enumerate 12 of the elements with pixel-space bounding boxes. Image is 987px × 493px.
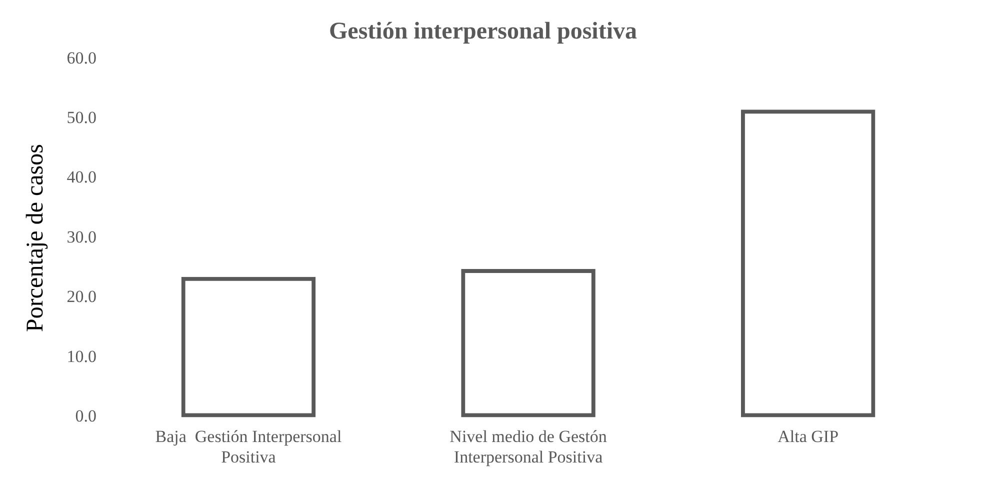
y-tick-label: 40.0 xyxy=(66,168,97,187)
x-tick-label: Nivel medio de Gestón Interpersonal Positiva xyxy=(450,426,608,466)
y-tick-label: 30.0 xyxy=(66,227,97,246)
chart-title: Gestión interpersonal positiva xyxy=(328,18,638,45)
y-tick-label: 10.0 xyxy=(66,346,97,366)
y-tick-label: 50.0 xyxy=(66,108,97,127)
y-tick-label: 0.0 xyxy=(75,406,97,426)
y-axis-title: Porcentaje de casos xyxy=(22,144,49,332)
y-tick-label: 20.0 xyxy=(66,287,97,306)
x-tick-label: Baja Gestión Interpersonal Positiva xyxy=(155,426,342,466)
x-tick-label: Alta GIP xyxy=(778,426,839,446)
y-tick-label: 60.0 xyxy=(66,48,97,68)
